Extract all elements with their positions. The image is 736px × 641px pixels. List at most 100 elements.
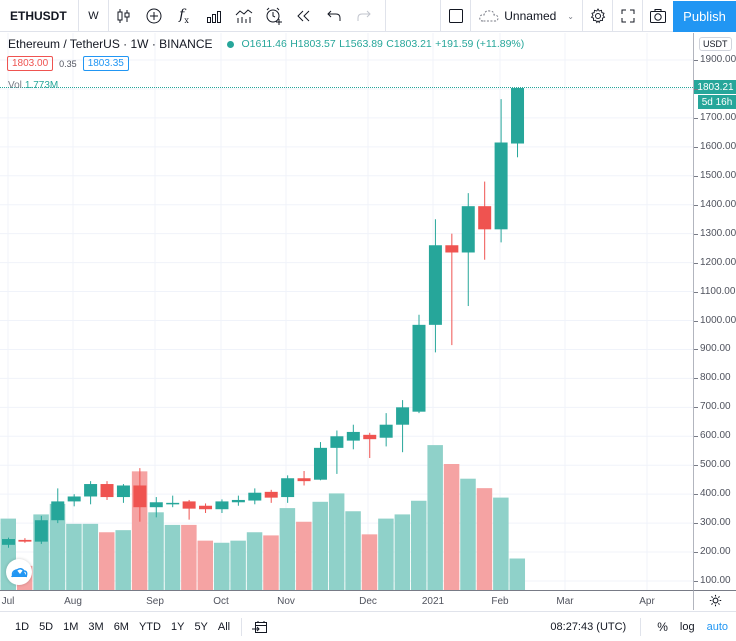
fullscreen-button[interactable] [613, 0, 643, 32]
indicators-icon: fx [179, 6, 189, 25]
price-tick [694, 436, 698, 438]
price-label: 400.00 [700, 488, 731, 500]
price-label: 700.00 [700, 401, 731, 413]
price-tick [694, 349, 698, 351]
range-button-5d[interactable]: 5D [39, 620, 54, 633]
replay-button[interactable] [289, 0, 319, 32]
range-button-ytd[interactable]: YTD [138, 620, 161, 633]
fullscreen-icon [621, 9, 634, 23]
price-tick [694, 117, 698, 119]
price-label: 1700.00 [700, 111, 736, 123]
symbol-search-button[interactable]: ETHUSDT [0, 0, 79, 32]
undo-icon [327, 10, 341, 21]
volume-value: 1.773M [24, 80, 59, 91]
ohlc-open: O1611.46 [241, 38, 287, 50]
templates-icon [235, 8, 253, 23]
publish-button[interactable]: Publish [673, 0, 736, 32]
logo-icon [11, 567, 28, 578]
gear-icon [709, 594, 721, 607]
snapshot-button[interactable] [643, 0, 673, 32]
buy-button[interactable]: 1803.35 [82, 56, 129, 71]
series-title[interactable]: Ethereum / TetherUS · 1W · BINANCE [8, 37, 213, 51]
axis-settings-button[interactable] [693, 590, 736, 610]
interval-button[interactable]: W [79, 0, 109, 32]
bottom-divider [241, 617, 243, 636]
cloud-icon [479, 10, 499, 22]
price-tick [694, 60, 698, 61]
top-toolbar: ETHUSDT W fx Unnamed ⌄ [0, 0, 736, 32]
undo-button[interactable] [319, 0, 349, 32]
layout-name: Unnamed [504, 9, 557, 23]
price-tick [694, 581, 698, 582]
time-axis[interactable]: Jul Aug Sep Oct Nov Dec 2021 Feb Mar Apr [0, 590, 693, 610]
time-label: Mar [556, 596, 574, 607]
settings-button[interactable] [583, 0, 613, 32]
go-to-date-button[interactable] [252, 620, 268, 634]
toolbar-right: Unnamed ⌄ Publish [440, 0, 736, 32]
layout-button[interactable] [440, 0, 470, 32]
time-label: Jul [1, 596, 15, 607]
price-tick [694, 494, 698, 496]
price-label: 1600.00 [700, 140, 736, 152]
price-tick [694, 552, 698, 554]
add-compare-icon [146, 8, 162, 23]
price-tick [694, 146, 698, 148]
price-label: 200.00 [700, 546, 731, 558]
time-label: Apr [639, 596, 655, 607]
alert-icon [266, 7, 282, 25]
auto-scale-toggle[interactable]: auto [706, 621, 728, 633]
buy-sell-buttons: 1803.00 0.35 1803.35 [7, 56, 129, 71]
gear-icon [590, 8, 605, 24]
price-label: 1200.00 [700, 256, 736, 268]
percent-toggle[interactable]: % [657, 620, 668, 634]
chart-style-button[interactable] [109, 0, 139, 32]
price-tick [694, 378, 698, 380]
log-toggle[interactable]: log [679, 621, 695, 633]
timezone-clock[interactable]: 08:27:43 (UTC) [550, 618, 642, 636]
price-tick [694, 523, 698, 525]
candlestick-chart[interactable] [0, 33, 693, 590]
currency-button[interactable]: USDT [699, 37, 732, 51]
price-label: 1100.00 [700, 285, 736, 297]
price-tick [694, 407, 698, 409]
ohlc-high: H1803.57 [290, 38, 336, 50]
range-button-5y[interactable]: 5Y [194, 620, 208, 633]
price-tick [694, 320, 698, 322]
time-label: Nov [277, 596, 295, 607]
chevron-down-icon: ⌄ [567, 11, 574, 21]
spread-value: 0.35 [59, 58, 77, 69]
range-button-1y[interactable]: 1Y [170, 620, 185, 633]
range-button-1d[interactable]: 1D [15, 620, 30, 633]
price-label: 300.00 [700, 517, 731, 529]
indicators-button[interactable]: fx [169, 0, 199, 32]
templates-button[interactable] [229, 0, 259, 32]
price-tick [694, 204, 698, 206]
redo-button[interactable] [349, 0, 379, 32]
time-label: Sep [146, 596, 164, 607]
time-label: Feb [491, 596, 509, 607]
range-button-6m[interactable]: 6M [113, 620, 129, 633]
chart-pane[interactable] [0, 33, 693, 590]
layout-name-dropdown[interactable]: Unnamed ⌄ [470, 0, 583, 32]
replay-icon [297, 10, 310, 21]
compare-button[interactable] [139, 0, 169, 32]
price-tick [694, 233, 698, 235]
volume-legend: Vol 1.773M [8, 80, 58, 91]
tradingview-logo[interactable] [6, 559, 32, 585]
bottom-right-controls: 08:27:43 (UTC) % log auto [550, 612, 736, 641]
price-tick [694, 291, 698, 293]
price-label: 1500.00 [700, 169, 736, 181]
financials-button[interactable] [199, 0, 229, 32]
financials-icon [207, 10, 221, 23]
alert-button[interactable] [259, 0, 289, 32]
price-axis[interactable]: USDT 1803.21 5d 16h 1900.00 1700.00 1600.0… [693, 33, 736, 590]
time-label: Aug [64, 596, 82, 607]
price-label: 100.00 [700, 575, 731, 586]
range-button-all[interactable]: All [217, 620, 231, 633]
price-label: 600.00 [700, 430, 731, 442]
sell-button[interactable]: 1803.00 [7, 56, 54, 71]
range-button-3m[interactable]: 3M [88, 620, 104, 633]
range-button-1m[interactable]: 1M [63, 620, 79, 633]
bar-countdown: 5d 16h [698, 95, 736, 109]
market-status-icon [226, 40, 234, 48]
